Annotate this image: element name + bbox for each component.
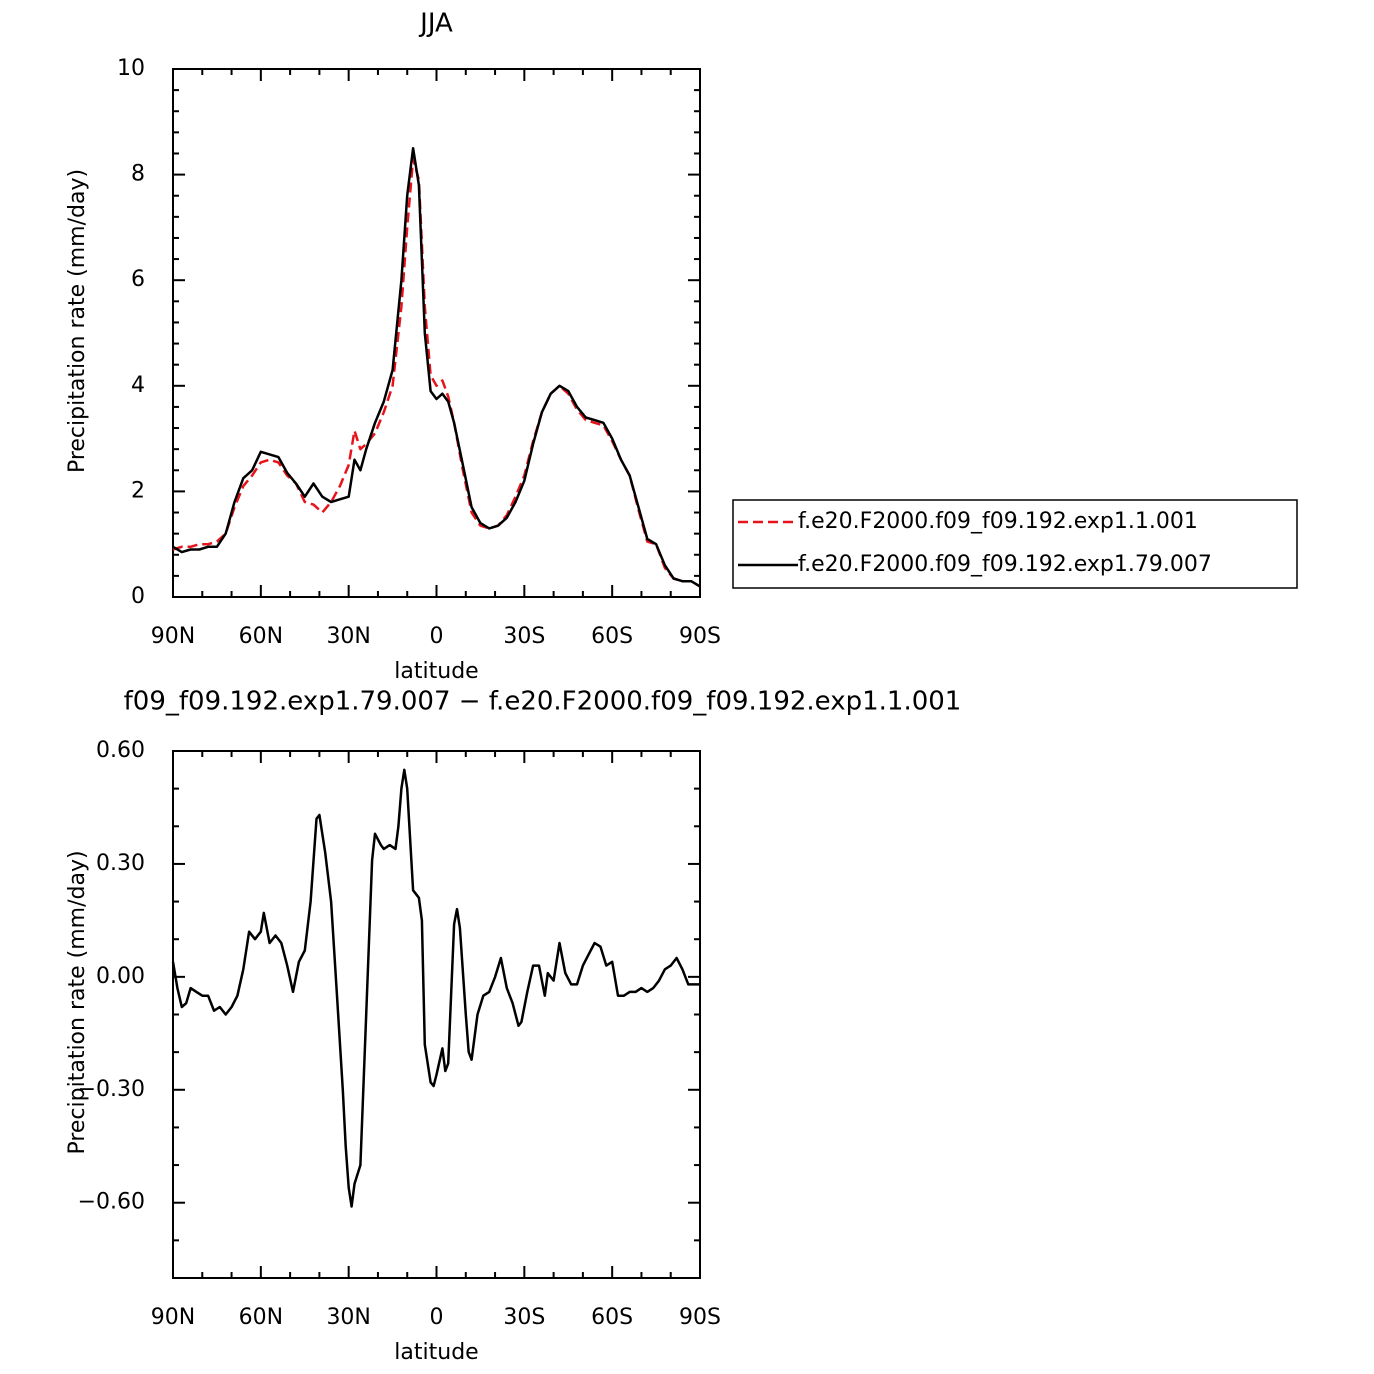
x-tick-label: 30S (503, 1305, 545, 1330)
data-line (172, 157, 701, 588)
x-tick-label: 60S (591, 1305, 633, 1330)
x-tick-label: 90N (151, 624, 195, 649)
x-tick-label: 30N (326, 624, 370, 649)
y-tick-label: 6 (131, 267, 145, 292)
x-tick-label: 0 (430, 624, 444, 649)
legend-label: f.e20.F2000.f09_f09.192.exp1.79.007 (798, 552, 1212, 577)
y-tick-label: 0.00 (96, 964, 145, 989)
x-tick-label: 90N (151, 1305, 195, 1330)
x-tick-label: 90S (679, 624, 721, 649)
x-tick-label: 0 (430, 1305, 444, 1330)
y-tick-label: 0.60 (96, 738, 145, 763)
data-line (171, 768, 700, 1208)
x-tick-label: 30N (326, 1305, 370, 1330)
x-axis-label: latitude (394, 1340, 478, 1365)
y-tick-label: 10 (117, 56, 145, 81)
y-tick-label: 0 (131, 584, 145, 609)
chart-title: f09_f09.192.exp1.79.007 − f.e20.F2000.f0… (124, 687, 962, 717)
legend-box (732, 499, 1298, 589)
x-tick-label: 60S (591, 624, 633, 649)
chart-title: JJA (418, 9, 453, 39)
y-tick-label: 4 (131, 373, 145, 398)
x-tick-label: 60N (239, 1305, 283, 1330)
y-tick-label: −0.60 (78, 1190, 145, 1215)
x-axis-label: latitude (394, 659, 478, 684)
plot-frame (172, 68, 701, 598)
y-tick-label: −0.30 (78, 1077, 145, 1102)
x-tick-label: 90S (679, 1305, 721, 1330)
y-axis-label: Precipitation rate (mm/day) (65, 169, 90, 473)
legend-label: f.e20.F2000.f09_f09.192.exp1.1.001 (798, 509, 1198, 534)
data-line (172, 146, 701, 588)
y-tick-label: 2 (131, 478, 145, 503)
x-tick-label: 60N (239, 624, 283, 649)
y-axis-label: Precipitation rate (mm/day) (65, 850, 90, 1154)
plot-frame (172, 750, 701, 1279)
y-tick-label: 0.30 (96, 851, 145, 876)
x-tick-label: 30S (503, 624, 545, 649)
y-tick-label: 8 (131, 162, 145, 187)
